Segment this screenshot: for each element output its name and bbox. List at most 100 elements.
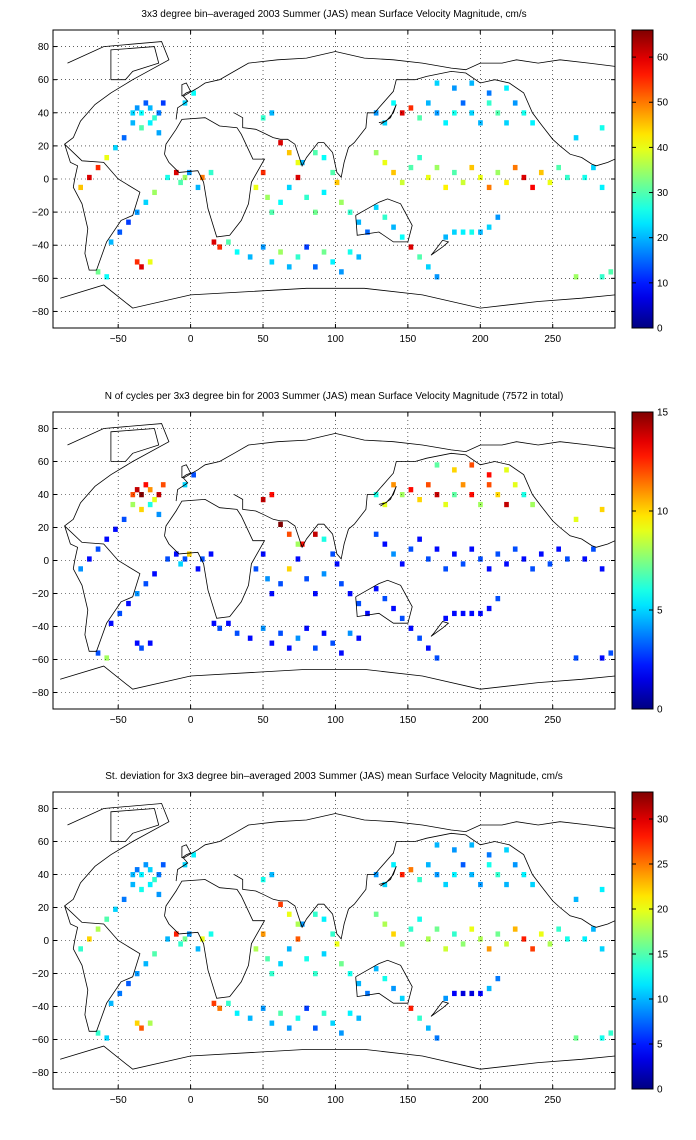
bin-cell xyxy=(443,120,449,126)
bin-cell xyxy=(186,169,192,176)
bin-cell xyxy=(373,110,379,116)
bin-cell xyxy=(573,135,579,141)
bin-cell xyxy=(247,635,253,641)
panel-1: 3x3 degree bin–averaged 2003 Summer (JAS… xyxy=(32,9,669,345)
coastline xyxy=(64,41,170,271)
bin-cell xyxy=(452,931,457,937)
bin-cell xyxy=(478,990,483,997)
bin-cell xyxy=(347,1010,353,1016)
y-tick-label: 0 xyxy=(43,556,49,567)
bin-cell xyxy=(295,159,301,166)
bin-cell xyxy=(269,640,275,646)
x-tick-label: 50 xyxy=(257,334,269,345)
bin-cell xyxy=(469,462,475,468)
bin-cell xyxy=(599,1035,605,1041)
bin-cell xyxy=(599,655,605,661)
bin-cell xyxy=(486,100,492,106)
bin-cell xyxy=(269,259,275,265)
bin-cell xyxy=(417,876,422,883)
bin-cell xyxy=(321,1010,327,1016)
coastline xyxy=(64,423,170,652)
bin-cell xyxy=(373,966,379,972)
bin-cell xyxy=(599,566,605,572)
bin-cell xyxy=(460,100,466,106)
bin-cell xyxy=(452,990,457,997)
bin-cell xyxy=(434,110,440,116)
coastline xyxy=(164,879,266,999)
bin-cell xyxy=(104,154,110,161)
bin-cell xyxy=(152,571,157,577)
bin-cell xyxy=(286,150,292,156)
bin-cell xyxy=(247,1015,253,1021)
bin-cell xyxy=(504,941,509,947)
bin-cell xyxy=(147,501,153,508)
bin-cell xyxy=(478,936,483,942)
bin-cell xyxy=(556,926,561,932)
bin-cell xyxy=(313,971,318,977)
coastline xyxy=(181,82,192,97)
bin-cell xyxy=(191,90,196,96)
bin-cell xyxy=(573,655,579,661)
bin-cell xyxy=(117,990,123,997)
coastline xyxy=(378,866,397,887)
bin-cell xyxy=(373,586,379,592)
bin-cell xyxy=(253,946,259,952)
x-tick-label: 200 xyxy=(472,334,489,345)
y-tick-label: −80 xyxy=(32,307,49,318)
bin-cell xyxy=(399,234,405,240)
y-tick-label: 80 xyxy=(38,42,50,53)
bin-cell xyxy=(399,561,405,567)
bin-cell xyxy=(299,159,305,166)
bin-cell xyxy=(330,169,336,176)
y-tick-label: −60 xyxy=(32,1035,49,1046)
bin-cell xyxy=(95,926,101,932)
y-tick-label: −60 xyxy=(32,655,49,666)
bin-cell xyxy=(391,931,396,937)
bin-cell xyxy=(211,1000,217,1006)
bin-cell xyxy=(391,482,396,488)
bin-cell xyxy=(478,610,483,617)
coastlines xyxy=(60,803,615,1070)
bin-cell xyxy=(130,120,136,126)
bin-cell xyxy=(495,169,501,176)
bin-cell xyxy=(434,1035,440,1041)
bin-cell xyxy=(286,946,292,952)
bin-cell xyxy=(143,482,149,488)
bin-cell xyxy=(538,931,544,937)
bin-cell xyxy=(160,100,166,106)
bin-cell xyxy=(113,526,118,532)
bin-cell xyxy=(460,941,466,947)
x-tick-label: 50 xyxy=(257,1095,269,1106)
bin-cell xyxy=(330,259,336,265)
bin-cell xyxy=(486,985,492,992)
bin-cell xyxy=(452,610,457,617)
bin-cell xyxy=(253,566,259,572)
bin-cell xyxy=(382,501,388,508)
colorbar-tick-label: 50 xyxy=(657,98,669,109)
bin-cell xyxy=(269,872,275,878)
bin-cell xyxy=(347,591,353,597)
bin-cell xyxy=(460,990,466,997)
bin-cell xyxy=(313,264,318,270)
bin-cell xyxy=(486,852,492,858)
panel-3: St. deviation for 3x3 degree bin–average… xyxy=(32,771,669,1106)
bin-cell xyxy=(452,492,457,498)
bin-cell xyxy=(452,551,457,557)
bin-cell xyxy=(134,259,140,265)
bin-cell xyxy=(495,975,501,982)
y-tick-label: −60 xyxy=(32,274,49,285)
colorbar-tick-label: 20 xyxy=(657,905,669,916)
bin-cell xyxy=(425,645,431,651)
bin-cell xyxy=(573,1035,579,1041)
bin-cell xyxy=(365,610,370,617)
colorbar-tick-label: 15 xyxy=(657,950,669,961)
bin-cell xyxy=(295,174,301,181)
x-tick-label: −50 xyxy=(110,715,127,726)
bin-cell xyxy=(382,541,388,547)
bin-cell xyxy=(121,516,127,523)
coastline xyxy=(355,959,413,1004)
bin-cell xyxy=(434,842,440,848)
x-tick-label: 250 xyxy=(544,1095,561,1106)
bin-cell xyxy=(226,620,231,626)
bin-cell xyxy=(139,645,144,651)
